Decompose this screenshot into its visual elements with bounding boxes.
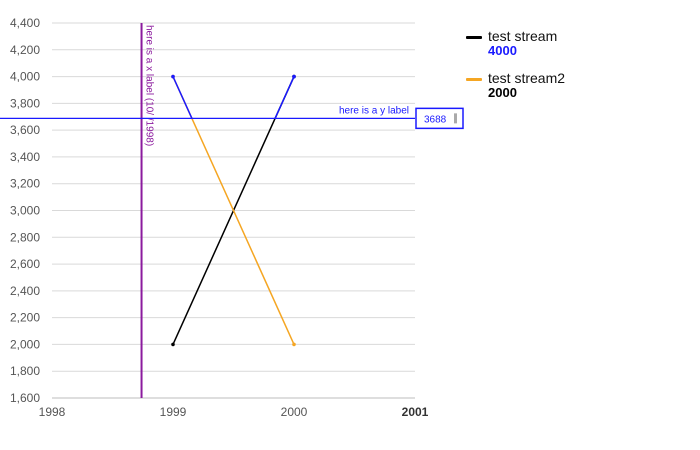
legend-series-name: test stream2 [488, 70, 566, 86]
x-tick-label: 1999 [160, 405, 187, 419]
legend-series-value: 2000 [488, 85, 517, 100]
y-tick-label: 4,000 [10, 70, 40, 84]
y-tick-label: 2,600 [10, 257, 40, 271]
series-point-2[interactable] [292, 342, 296, 347]
series-line-2 [172, 76, 295, 345]
y-tick-label: 1,800 [10, 364, 40, 378]
legend-series-value: 4000 [488, 43, 517, 58]
legend-item-test-stream[interactable]: test stream 4000 [466, 28, 565, 58]
y-tick-label: 1,600 [10, 391, 40, 405]
x-tick-label: 2001 [402, 405, 429, 419]
series-highlight-1 [274, 76, 295, 119]
series-highlight-point-2 [171, 74, 175, 79]
legend-item-test-stream2[interactable]: test stream2 2000 [466, 70, 565, 100]
legend-swatch [466, 36, 482, 39]
y-crosshair-label: here is a y label [339, 105, 409, 116]
y-tick-label: 2,400 [10, 284, 40, 298]
y-tick-label: 2,800 [10, 230, 40, 244]
series-point-1[interactable] [171, 342, 175, 347]
x-tick-label: 1998 [39, 405, 66, 419]
legend-swatch [466, 78, 482, 81]
legend: test stream 4000 test stream2 2000 [466, 28, 565, 112]
y-tick-label: 2,000 [10, 337, 40, 351]
y-readout-box[interactable] [415, 107, 464, 130]
x-crosshair-label: here is a x label (10/ /1998) [144, 25, 155, 146]
y-tick-label: 4,400 [10, 16, 40, 30]
series-highlight-2 [172, 76, 193, 119]
series-highlight-point-1 [292, 74, 296, 79]
y-tick-label: 3,400 [10, 150, 40, 164]
legend-series-name: test stream [488, 28, 558, 44]
y-tick-label: 3,800 [10, 96, 40, 110]
y-tick-label: 3,600 [10, 123, 40, 137]
y-tick-label: 3,000 [10, 204, 40, 218]
y-tick-label: 4,200 [10, 43, 40, 57]
y-readout-value: 3688 [424, 114, 447, 125]
y-tick-label: 2,200 [10, 311, 40, 325]
y-readout-handle[interactable] [454, 113, 457, 124]
x-tick-label: 2000 [281, 405, 308, 419]
y-tick-label: 3,200 [10, 177, 40, 191]
